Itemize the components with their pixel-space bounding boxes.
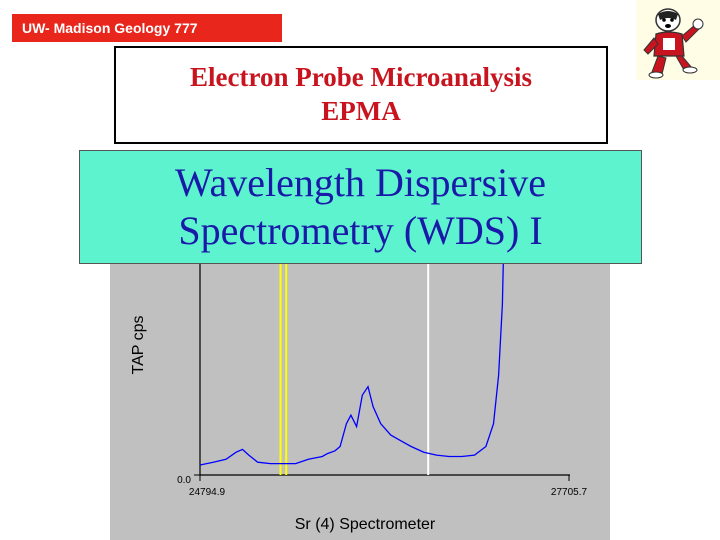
series-trace bbox=[199, 190, 506, 466]
subtitle-line-2: Spectrometry (WDS) I bbox=[178, 208, 543, 253]
subtitle-box: Wavelength Dispersive Spectrometry (WDS)… bbox=[79, 150, 642, 264]
y-axis-label: TAP cps bbox=[130, 316, 147, 375]
x-tick-label-right: 27705.7 bbox=[551, 487, 588, 498]
title-box: Electron Probe Microanalysis EPMA bbox=[114, 46, 608, 144]
course-badge: UW- Madison Geology 777 bbox=[12, 14, 282, 42]
course-label: UW- Madison Geology 777 bbox=[22, 20, 198, 36]
y-tick-label-zero: 0.0 bbox=[177, 475, 191, 486]
badger-mascot-icon bbox=[643, 8, 704, 79]
title-line-1: Electron Probe Microanalysis bbox=[190, 62, 532, 92]
title-line-2: EPMA bbox=[321, 96, 401, 126]
mascot-logo bbox=[636, 0, 720, 80]
x-axis-label: Sr (4) Spectrometer bbox=[295, 516, 436, 533]
x-tick-label-left: 24794.9 bbox=[189, 487, 226, 498]
subtitle-line-1: Wavelength Dispersive bbox=[174, 160, 547, 205]
